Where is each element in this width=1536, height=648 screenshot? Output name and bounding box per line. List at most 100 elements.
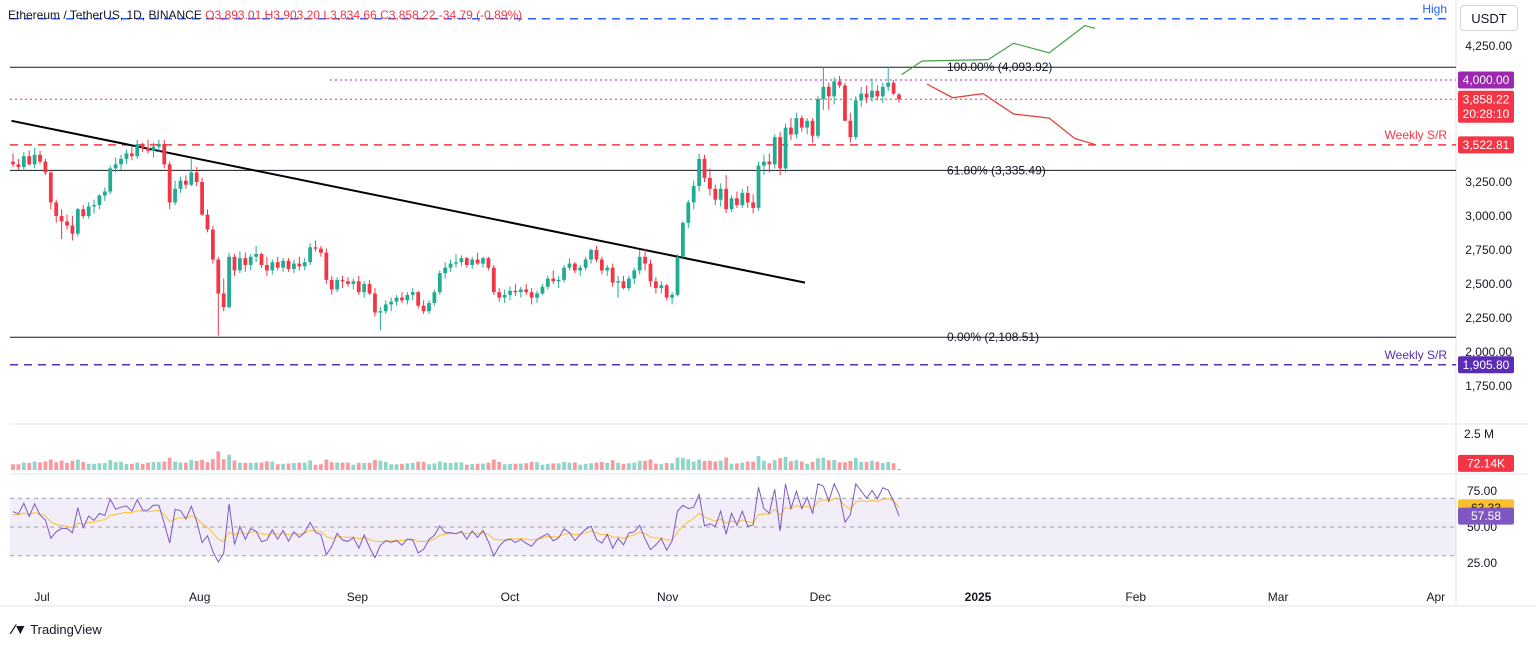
candle-body bbox=[859, 93, 864, 101]
price-tag-label: 3,522.81 bbox=[1463, 138, 1510, 152]
candle-body bbox=[335, 279, 340, 290]
candle-body bbox=[599, 259, 604, 271]
volume-bar bbox=[610, 460, 615, 470]
rsi-tick-label: 75.00 bbox=[1467, 484, 1497, 498]
candle-body bbox=[421, 305, 426, 312]
volume-bar bbox=[616, 462, 620, 470]
volume-bar bbox=[308, 460, 313, 470]
candle-body bbox=[529, 292, 534, 298]
volume-bar bbox=[248, 462, 253, 470]
candle-body bbox=[875, 90, 880, 97]
candle-body bbox=[346, 281, 350, 284]
volume-bar bbox=[221, 459, 226, 470]
time-tick-label: Apr bbox=[1426, 590, 1445, 604]
price-tick-label: 4,250.00 bbox=[1465, 39, 1512, 53]
candle-body bbox=[886, 82, 891, 87]
candle-body bbox=[324, 252, 329, 280]
candle-body bbox=[686, 202, 691, 223]
volume-bar bbox=[886, 461, 891, 470]
volume-bar bbox=[810, 461, 815, 470]
candle-body bbox=[232, 256, 237, 271]
volume-bar bbox=[405, 463, 410, 470]
candle-body bbox=[416, 292, 421, 306]
candle-body bbox=[745, 192, 750, 203]
candle-body bbox=[664, 285, 669, 298]
candle-body bbox=[292, 263, 296, 270]
volume-bar bbox=[875, 461, 880, 470]
volume-bar bbox=[589, 463, 593, 470]
volume-bar bbox=[27, 462, 32, 470]
candle-body bbox=[464, 258, 469, 265]
volume-bar bbox=[691, 461, 696, 470]
candle-body bbox=[567, 263, 572, 268]
volume-bar bbox=[880, 463, 885, 470]
candle-body bbox=[437, 273, 442, 293]
volume-bar bbox=[664, 462, 669, 470]
candle-body bbox=[254, 254, 259, 257]
volume-bar bbox=[108, 460, 113, 470]
candle-body bbox=[848, 120, 853, 138]
volume-bar bbox=[324, 459, 329, 470]
volume-bar bbox=[340, 462, 345, 470]
candle-body bbox=[151, 146, 156, 151]
volume-bar bbox=[724, 457, 729, 470]
rsi-tick-label: 25.00 bbox=[1467, 556, 1497, 570]
candle-body bbox=[383, 304, 388, 312]
volume-bar bbox=[518, 463, 523, 470]
volume-bar bbox=[356, 462, 361, 470]
volume-bar bbox=[43, 461, 48, 470]
time-tick-label: Oct bbox=[501, 590, 520, 604]
volume-bar bbox=[762, 460, 766, 470]
candle-body bbox=[702, 158, 707, 178]
candle-body bbox=[556, 279, 561, 282]
volume-bar bbox=[54, 462, 59, 470]
time-tick-label: Feb bbox=[1125, 590, 1146, 604]
candle-body bbox=[54, 202, 59, 216]
candle-body bbox=[356, 281, 361, 293]
candle-body bbox=[129, 153, 134, 157]
volume-bar bbox=[362, 462, 367, 470]
candle-body bbox=[113, 164, 118, 169]
volume-bar bbox=[194, 460, 199, 470]
candle-body bbox=[459, 258, 464, 263]
volume-bar bbox=[870, 460, 874, 470]
candle-body bbox=[340, 279, 345, 282]
candle-body bbox=[432, 292, 437, 304]
volume-bar bbox=[670, 463, 674, 470]
volume-bar bbox=[653, 463, 658, 470]
volume-bar bbox=[659, 464, 664, 470]
candle-body bbox=[713, 188, 718, 200]
volume-bar bbox=[481, 463, 485, 470]
volume-bar bbox=[551, 463, 556, 470]
price-tick-label: 2,250.00 bbox=[1465, 311, 1512, 325]
volume-bar bbox=[599, 461, 604, 470]
candle-body bbox=[178, 180, 183, 189]
volume-bar bbox=[21, 462, 26, 470]
candle-body bbox=[86, 206, 91, 216]
currency-button[interactable]: USDT bbox=[1460, 5, 1518, 31]
volume-bar bbox=[378, 460, 383, 470]
volume-bar bbox=[38, 462, 42, 470]
volume-bar bbox=[335, 462, 340, 470]
candle-body bbox=[183, 180, 188, 185]
volume-bar bbox=[232, 460, 237, 470]
candle-body bbox=[351, 281, 356, 284]
candle-body bbox=[729, 198, 734, 210]
fib-100-label: 100.00% (4,093.92) bbox=[947, 60, 1052, 74]
volume-bar bbox=[205, 462, 210, 470]
candle-body bbox=[756, 165, 761, 208]
candle-body bbox=[794, 118, 799, 135]
time-tick-label: 2025 bbox=[965, 590, 992, 604]
volume-bar bbox=[351, 464, 356, 470]
high-value: H3,903.20 bbox=[264, 8, 320, 22]
volume-bar bbox=[448, 462, 453, 470]
candle-body bbox=[843, 85, 847, 121]
volume-bar bbox=[243, 462, 248, 470]
candle-body bbox=[38, 154, 42, 162]
candle-body bbox=[572, 263, 577, 271]
candle-body bbox=[108, 168, 113, 192]
rsi-line bbox=[12, 482, 900, 564]
volume-bar bbox=[265, 461, 269, 470]
tradingview-logo[interactable]: ⁄▼ TradingView bbox=[12, 621, 102, 637]
